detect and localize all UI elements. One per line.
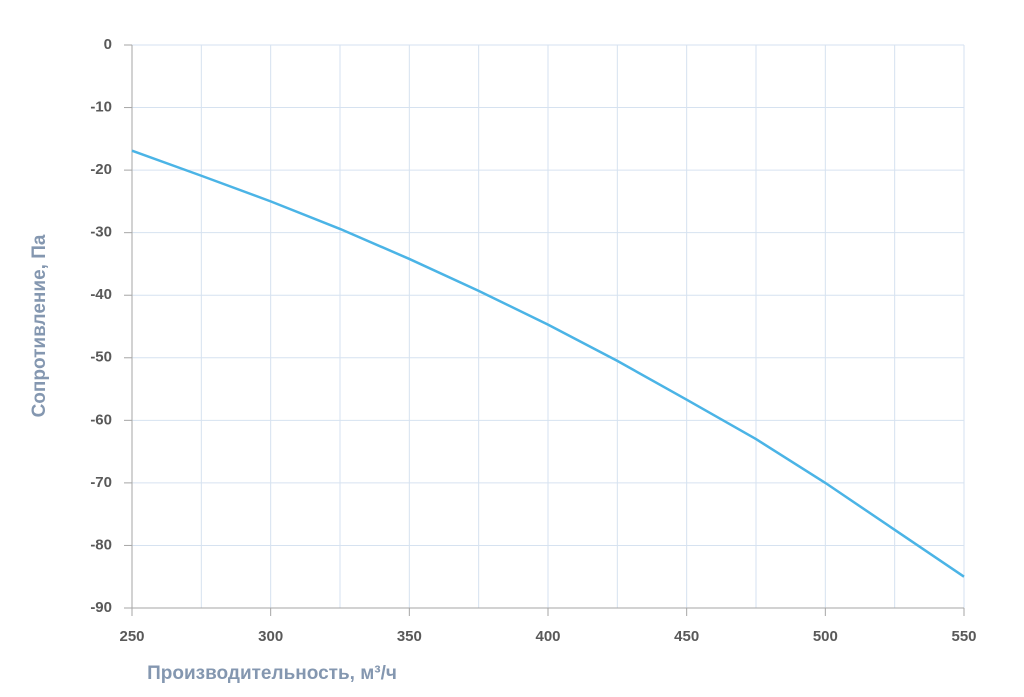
x-tick-label: 400 (535, 628, 560, 645)
y-tick-label: -50 (90, 349, 112, 366)
data-line (131, 149, 965, 578)
y-tick-label: -60 (90, 411, 112, 428)
y-tick-label: -20 (90, 161, 112, 178)
x-tick-label: 300 (258, 628, 283, 645)
y-tick-label: -80 (90, 536, 112, 553)
y-tick-label: -40 (90, 286, 112, 303)
y-tick-label: 0 (104, 36, 112, 53)
y-tick-label: -30 (90, 224, 112, 241)
y-axis-title: Сопротивление, Па (29, 234, 50, 417)
x-tick-label: 500 (813, 628, 838, 645)
y-tick-label: -70 (90, 474, 112, 491)
y-tick-label: -10 (90, 99, 112, 116)
y-tick-label: -90 (90, 599, 112, 616)
x-tick-label: 350 (397, 628, 422, 645)
x-tick-label: 250 (119, 628, 144, 645)
x-tick-label: 450 (674, 628, 699, 645)
x-axis-title: Производительность, м³/ч (147, 663, 397, 684)
x-tick-label: 550 (951, 628, 976, 645)
